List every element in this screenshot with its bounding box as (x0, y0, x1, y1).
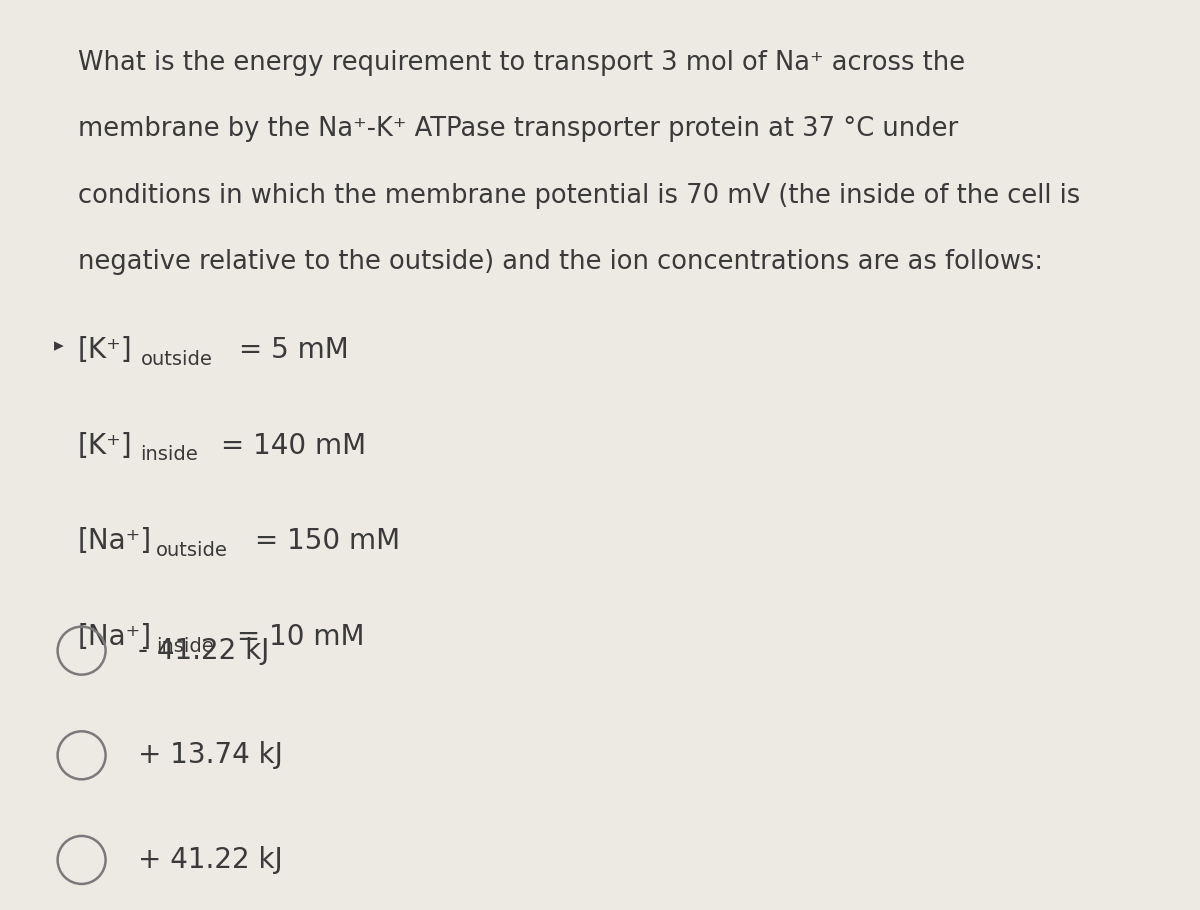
Text: outside: outside (140, 350, 212, 369)
Text: conditions in which the membrane potential is 70 mV (the inside of the cell is: conditions in which the membrane potenti… (78, 183, 1080, 209)
Text: - 41.22 kJ: - 41.22 kJ (138, 637, 269, 664)
Text: = 5 mM: = 5 mM (230, 337, 349, 364)
Text: outside: outside (156, 541, 228, 560)
Text: = 150 mM: = 150 mM (246, 528, 400, 555)
Text: + 41.22 kJ: + 41.22 kJ (138, 846, 283, 874)
Text: [K⁺]: [K⁺] (78, 432, 133, 460)
Text: [K⁺]: [K⁺] (78, 337, 133, 364)
Text: inside: inside (156, 637, 214, 655)
Text: ▸: ▸ (54, 337, 64, 355)
Text: What is the energy requirement to transport 3 mol of Na⁺ across the: What is the energy requirement to transp… (78, 50, 965, 76)
Text: + 13.74 kJ: + 13.74 kJ (138, 742, 283, 769)
Text: negative relative to the outside) and the ion concentrations are as follows:: negative relative to the outside) and th… (78, 249, 1043, 276)
Text: [Na⁺]: [Na⁺] (78, 623, 152, 651)
Text: inside: inside (140, 446, 198, 464)
Text: [Na⁺]: [Na⁺] (78, 528, 152, 555)
Text: = 10 mM: = 10 mM (228, 623, 365, 651)
Text: membrane by the Na⁺-K⁺ ATPase transporter protein at 37 °C under: membrane by the Na⁺-K⁺ ATPase transporte… (78, 116, 959, 143)
Text: = 140 mM: = 140 mM (212, 432, 366, 460)
